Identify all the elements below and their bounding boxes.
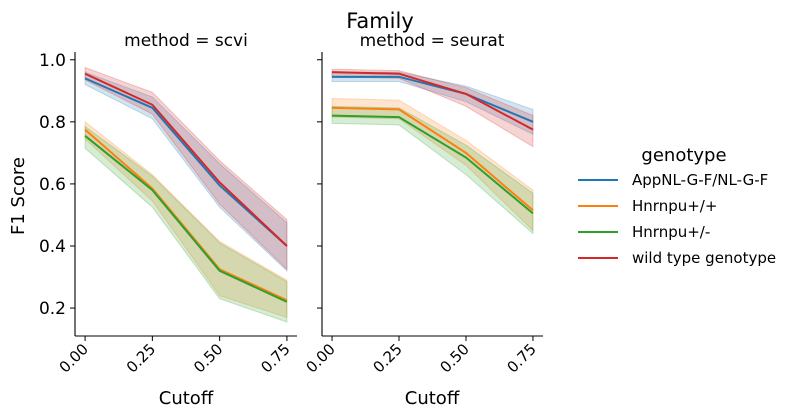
x-tick-label: 0.25 (369, 340, 405, 376)
series-line-hnrnpu (332, 106, 534, 212)
y-tick-label: 0.4 (39, 237, 66, 257)
series-line-hnrnpu (84, 135, 288, 303)
legend-label-hnrnpu: Hnrnpu+/- (632, 223, 710, 241)
series-line-hnrnpu (332, 114, 534, 215)
legend-label-wild-type-genotype: wild type genotype (632, 249, 776, 267)
legend-title: genotype (641, 145, 726, 166)
x-axis-label: Cutoff (159, 388, 214, 409)
panel-seurat: method = seurat Cutoff 0.00 0.25 0.50 0.75 (303, 31, 543, 409)
x-tick-label: 0.25 (123, 340, 159, 376)
x-tick-label: 0.00 (303, 340, 339, 376)
series-line-wild-type-genotype (84, 72, 288, 247)
ci-band-hnrnpu (84, 120, 288, 319)
legend-label-hnrnpu: Hnrnpu+/+ (632, 197, 717, 215)
ci-band-hnrnpu (331, 98, 534, 232)
panel-title: method = seurat (360, 31, 505, 51)
figure-title: Family (346, 9, 414, 33)
y-tick-label: 1.0 (39, 51, 66, 71)
ci-bands (331, 68, 534, 235)
y-tick-label: 0.2 (39, 299, 66, 319)
ci-bands (84, 66, 288, 323)
legend-label-appnl-g-f-nl-g-f: AppNL-G-F/NL-G-F (632, 171, 768, 189)
ci-band-wild-type-genotype (84, 66, 288, 271)
y-tick-label: 0.6 (39, 175, 66, 195)
series-line-appnl-g-f-nl-g-f (332, 75, 534, 123)
ci-band-appnl-g-f-nl-g-f (84, 71, 288, 272)
y-axis-label: F1 Score (8, 157, 29, 235)
x-axis-label: Cutoff (405, 388, 460, 409)
y-tick-label: 0.8 (39, 113, 66, 133)
series-lines (332, 71, 534, 215)
panel-title: method = scvi (124, 31, 248, 51)
panel-scvi: method = scvi F1 Score Cutoff 0.2 0.4 0.6 0… (8, 31, 297, 409)
x-tick-label: 0.50 (436, 340, 472, 376)
x-tick-label: 0.50 (190, 340, 226, 376)
x-tick-label: 0.75 (257, 340, 293, 376)
x-tick-label: 0.00 (56, 340, 92, 376)
legend: genotype AppNL-G-F/NL-G-F Hnrnpu+/+ Hnrnpu… (578, 145, 776, 267)
series-line-appnl-g-f-nl-g-f (84, 77, 288, 247)
series-line-wild-type-genotype (332, 71, 534, 131)
series-lines (84, 72, 288, 303)
x-tick-label: 0.75 (503, 340, 539, 376)
